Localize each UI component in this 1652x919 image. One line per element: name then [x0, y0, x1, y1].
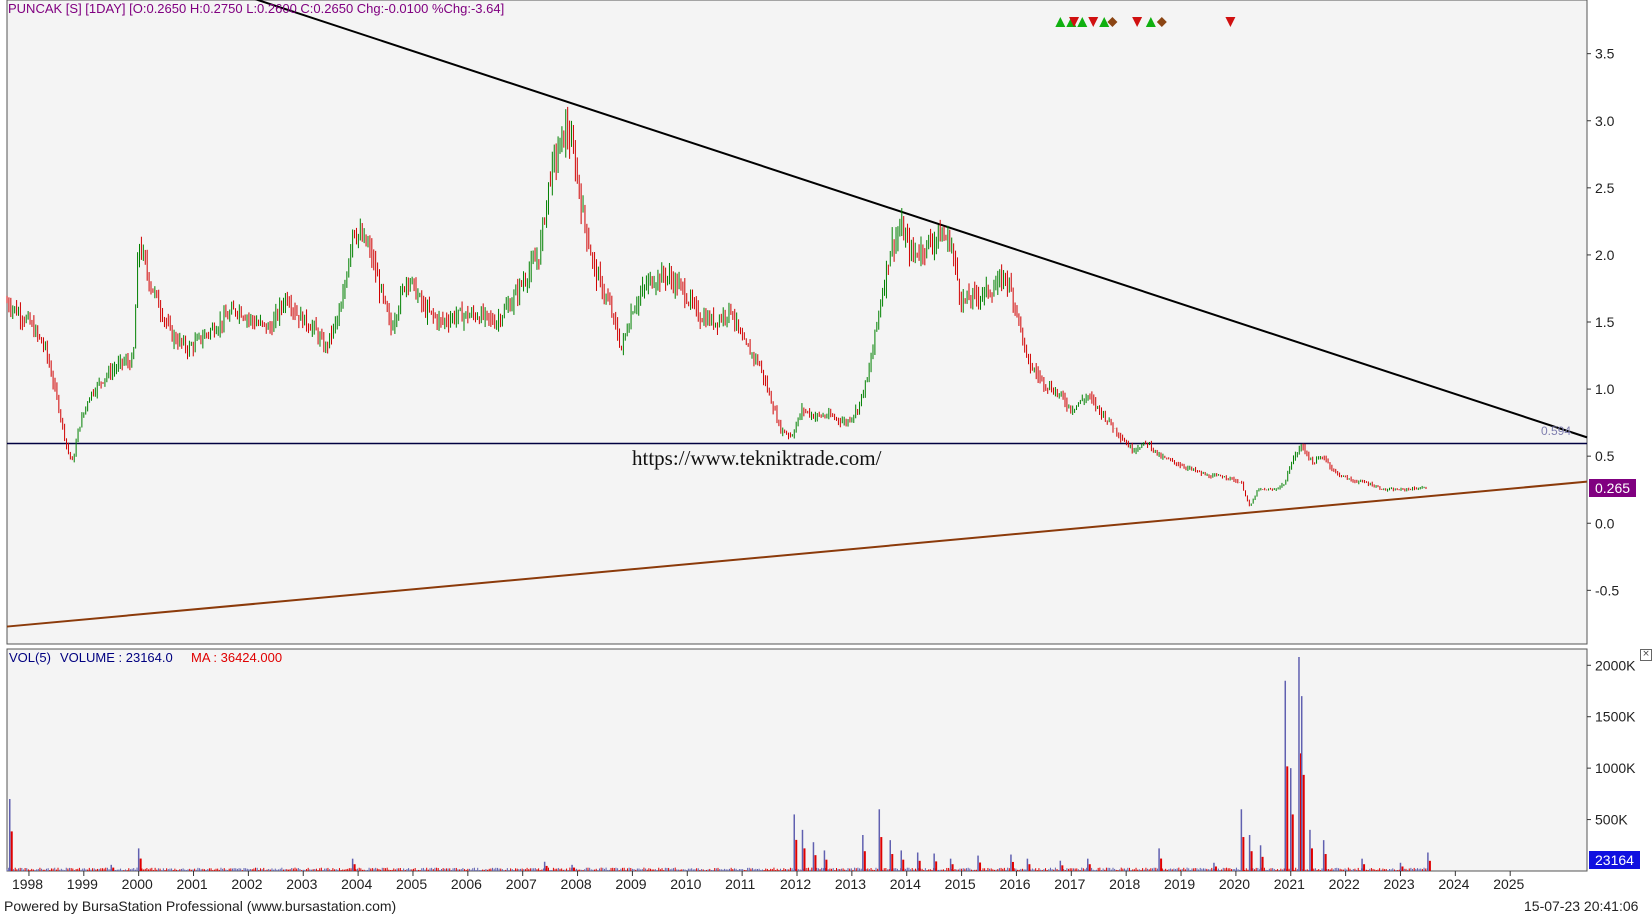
signal-marker-sell [1225, 17, 1236, 27]
signal-marker-buy [1099, 17, 1110, 27]
trend-lines [6, 0, 1588, 628]
signal-marker-buy [1077, 17, 1088, 27]
signal-marker-sell [1069, 17, 1080, 27]
powered-by-text: Powered by BursaStation Professional (ww… [4, 898, 397, 914]
time-tick-label: 2008 [561, 876, 592, 892]
time-tick-label: 2011 [725, 876, 755, 892]
time-tick-label: 2021 [1274, 876, 1305, 892]
price-tick-label: 1.5 [1595, 314, 1615, 330]
ticker-header: PUNCAK [S] [1DAY] [O:0.2650 H:0.2750 L:0… [8, 1, 505, 16]
uptrend-line [6, 480, 1588, 628]
price-tick-label: 1.0 [1595, 381, 1615, 397]
time-tick-label: 2012 [780, 876, 811, 892]
price-tick-label: 3.0 [1595, 113, 1615, 129]
signal-marker-sell [1132, 17, 1143, 27]
price-tick-label: 2.5 [1595, 180, 1615, 196]
time-tick-label: 2004 [341, 876, 372, 892]
time-tick-label: 2018 [1109, 876, 1140, 892]
time-tick-label: 2010 [670, 876, 701, 892]
time-tick-label: 1998 [12, 876, 43, 892]
time-tick-label: 2024 [1438, 876, 1469, 892]
time-tick-label: 2014 [890, 876, 921, 892]
time-tick-label: 2002 [231, 876, 262, 892]
time-tick-label: 2005 [396, 876, 427, 892]
signal-markers [1055, 17, 1236, 27]
candles [6, 106, 1427, 507]
signal-marker-neutral [1107, 17, 1118, 27]
volume-axis: 2000K 1500K 1000K 500K [1587, 657, 1636, 828]
volume-bars [6, 657, 1431, 871]
time-tick-label: 2016 [999, 876, 1030, 892]
time-tick-label: 2013 [835, 876, 866, 892]
volume-indicator-label: VOL(5) [9, 650, 51, 665]
chart-timestamp: 15-07-23 20:41:06 [1524, 898, 1639, 914]
price-axis: 3.5 3.0 2.5 2.0 1.5 1.0 0.5 0.0 -0.5 [1587, 46, 1619, 598]
last-price-badge: 0.265 [1589, 479, 1637, 497]
signal-marker-sell [1088, 17, 1099, 27]
time-tick-label: 2007 [506, 876, 537, 892]
last-volume-badge: 23164 [1589, 851, 1640, 869]
volume-tick-label: 1000K [1595, 760, 1636, 776]
time-tick-label: 2019 [1164, 876, 1195, 892]
price-tick-label: 3.5 [1595, 46, 1615, 62]
volume-value: VOLUME : 23164.0 [60, 650, 173, 665]
signal-marker-buy [1145, 17, 1156, 27]
price-tick-label: 2.0 [1595, 247, 1615, 263]
time-tick-label: 2000 [122, 876, 153, 892]
downtrend-line [254, 0, 1588, 439]
time-axis: 1998 1999 2000 2001 2002 2003 2004 2005 2006 2007… [12, 871, 1525, 892]
volume-tick-label: 2000K [1595, 657, 1636, 673]
time-tick-label: 2022 [1329, 876, 1360, 892]
volume-ma-value: MA : 36424.000 [191, 650, 283, 665]
volume-tick-label: 500K [1595, 812, 1628, 828]
signal-marker-buy [1055, 17, 1066, 27]
time-tick-label: 2003 [286, 876, 317, 892]
time-tick-label: 2006 [451, 876, 482, 892]
price-pane [6, 0, 1588, 645]
time-tick-label: 2025 [1493, 876, 1524, 892]
time-tick-label: 2020 [1219, 876, 1250, 892]
time-tick-label: 2015 [945, 876, 976, 892]
time-tick-label: 2017 [1054, 876, 1085, 892]
volume-tick-label: 1500K [1595, 709, 1636, 725]
close-pane-icon[interactable]: × [1640, 649, 1652, 661]
time-tick-label: 2023 [1383, 876, 1414, 892]
price-tick-label: -0.5 [1595, 582, 1619, 598]
price-tick-label: 0.0 [1595, 515, 1615, 531]
time-tick-label: 1999 [67, 876, 98, 892]
watermark-url: https://www.tekniktrade.com/ [632, 446, 882, 470]
signal-marker-neutral [1156, 17, 1167, 27]
time-tick-label: 2001 [177, 876, 208, 892]
time-tick-label: 2009 [615, 876, 646, 892]
price-tick-label: 0.5 [1595, 448, 1615, 464]
support-level-label: 0.594 [1541, 424, 1572, 438]
volume-pane [6, 648, 1588, 872]
